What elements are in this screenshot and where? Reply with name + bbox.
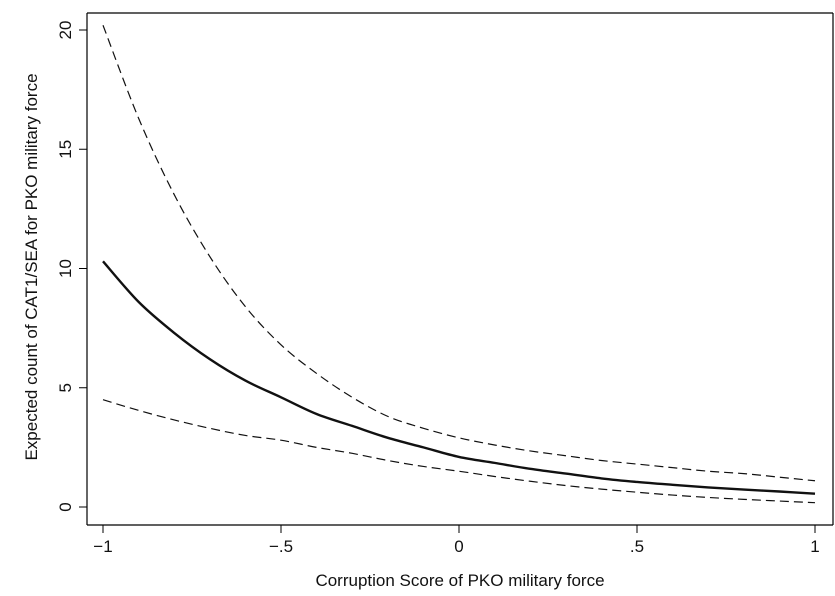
axes bbox=[86, 12, 834, 526]
x-ticks: −1 −.5 0 .5 1 bbox=[93, 525, 820, 556]
y-tick-label: 5 bbox=[56, 383, 75, 392]
series-line-estimate bbox=[102, 260, 816, 495]
x-tick-label: 0 bbox=[454, 537, 463, 556]
x-tick-label: −1 bbox=[93, 537, 112, 556]
x-tick-label: 1 bbox=[810, 537, 819, 556]
y-tick-label: 10 bbox=[56, 259, 75, 278]
x-tick-label: −.5 bbox=[269, 537, 293, 556]
series-line-lower-bound bbox=[102, 399, 816, 504]
series-layer bbox=[102, 25, 816, 504]
x-axis-title: Corruption Score of PKO military force bbox=[315, 571, 604, 590]
y-tick-label: 15 bbox=[56, 140, 75, 159]
x-tick-label: .5 bbox=[630, 537, 644, 556]
y-tick-label: 20 bbox=[56, 21, 75, 40]
y-ticks: 0 5 10 15 20 bbox=[56, 21, 87, 512]
series-line-upper-bound bbox=[102, 25, 816, 482]
y-axis-title: Expected count of CAT1/SEA for PKO milit… bbox=[22, 73, 41, 460]
y-tick-label: 0 bbox=[56, 502, 75, 511]
